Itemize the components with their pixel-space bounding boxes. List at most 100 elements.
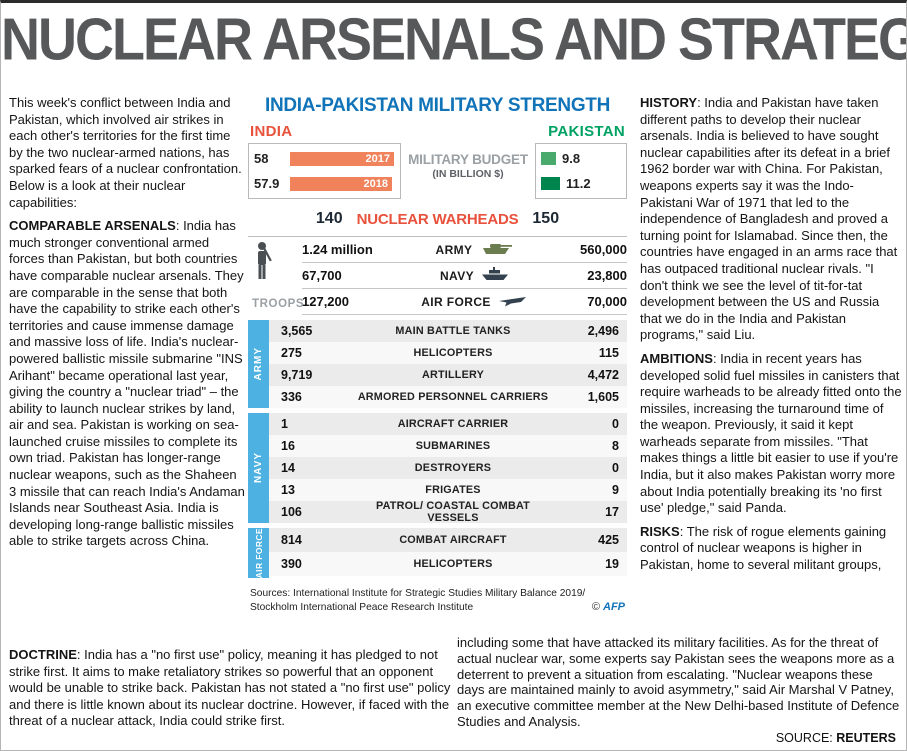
india-value: 9,719 (281, 368, 313, 382)
troops-table: TROOPS 1.24 million ARMY (248, 236, 627, 315)
air-force-rows: 814 COMBAT AIRCRAFT 425 390 HELICOPTERS … (269, 528, 627, 578)
nuclear-warheads-label: NUCLEAR WARHEADS (356, 210, 519, 228)
india-budget-box: 58 2017 57.9 2018 (248, 143, 401, 199)
page-title: NUCLEAR ARSENALS AND STRATEGIES (1, 6, 907, 73)
india-value: 14 (281, 461, 295, 475)
table-row: 275 HELICOPTERS 115 (269, 342, 627, 364)
risks-paragraph: RISKS: The risk of rogue elements gainin… (640, 524, 902, 574)
india-label: INDIA (250, 123, 293, 140)
air-force-section: AIR FORCE 814 COMBAT AIRCRAFT 425 390 HE… (248, 528, 627, 579)
pakistan-value: 0 (612, 417, 619, 431)
india-value: 16 (281, 439, 295, 453)
pakistan-budget-row-2017: 9.8 (541, 151, 621, 166)
soldier-icon (252, 241, 274, 288)
pakistan-value: 0 (612, 461, 619, 475)
india-value: 390 (281, 557, 302, 571)
table-row: 814 COMBAT AIRCRAFT 425 (269, 528, 627, 552)
ambitions-text: : India in recent years has developed so… (640, 350, 902, 516)
row-label: NAVY (388, 267, 561, 284)
source-label: SOURCE: (775, 731, 837, 745)
india-value: 13 (281, 483, 295, 497)
source-credit: SOURCE: REUTERS (776, 731, 896, 745)
navy-rows: 1 AIRCRAFT CARRIER 0 16 SUBMARINES 8 14 … (269, 413, 627, 524)
copyright-symbol: © (591, 600, 600, 613)
military-budget-label: MILITARY BUDGET (IN BILLION $) (403, 152, 533, 180)
army-section-band: ARMY (248, 320, 269, 408)
row-label: COMBAT AIRCRAFT (399, 534, 507, 546)
ambitions-paragraph: AMBITIONS: India in recent years has dev… (640, 351, 902, 517)
troops-label: TROOPS (252, 298, 305, 310)
risks-continued-paragraph: including some that have attacked its mi… (457, 635, 900, 729)
pakistan-value: 23,800 (587, 268, 627, 283)
table-row: 3,565 MAIN BATTLE TANKS 2,496 (269, 320, 627, 342)
navy-section-label: NAVY (253, 452, 264, 484)
pakistan-value: 2,496 (587, 324, 619, 338)
nuclear-warheads-row: 140 NUCLEAR WARHEADS 150 (248, 210, 627, 228)
pakistan-budget-2018-bar (541, 177, 560, 190)
table-row: 13 FRIGATES 9 (269, 479, 627, 501)
sources-block: Sources: International Institute for Str… (248, 587, 627, 614)
row-label: HELICOPTERS (413, 558, 493, 570)
military-budget-title: MILITARY BUDGET (408, 152, 528, 167)
india-value: 106 (281, 505, 302, 519)
india-value: 1.24 million (302, 242, 373, 257)
pakistan-value: 8 (612, 439, 619, 453)
pakistan-budget-row-2018: 11.2 (541, 176, 621, 191)
right-column: HISTORY: India and Pakistan have taken d… (640, 95, 902, 581)
india-value: 336 (281, 390, 302, 404)
troops-header: TROOPS (248, 237, 305, 315)
afp-credit: © AFP (592, 601, 625, 615)
pakistan-value: 115 (598, 346, 619, 360)
army-rows: 3,565 MAIN BATTLE TANKS 2,496 275 HELICO… (269, 320, 627, 408)
india-value: 3,565 (281, 324, 313, 338)
row-label: HELICOPTERS (413, 347, 493, 359)
table-row: 1.24 million ARMY 560,000 (302, 237, 627, 263)
row-label: ARTILLERY (422, 369, 484, 381)
india-value: 275 (281, 346, 302, 360)
table-row: 67,700 NAVY 23,800 (302, 263, 627, 289)
table-row: 16 SUBMARINES 8 (269, 435, 627, 457)
air-force-section-band: AIR FORCE (248, 528, 269, 579)
comparable-arsenals-label: COMPARABLE ARSENALS (9, 218, 176, 234)
pakistan-value: 17 (605, 505, 619, 519)
army-label: ARMY (435, 242, 473, 257)
army-section-label: ARMY (253, 347, 264, 381)
india-budget-2017-bar: 2017 (290, 151, 394, 166)
table-row: 336 ARMORED PERSONNEL CARRIERS 1,605 (269, 386, 627, 408)
pakistan-value: 1,605 (587, 390, 619, 404)
pakistan-value: 19 (605, 557, 619, 571)
pakistan-value: 4,472 (587, 368, 619, 382)
row-label: ARMORED PERSONNEL CARRIERS (357, 391, 549, 403)
military-strength-infographic: INDIA-PAKISTAN MILITARY STRENGTH INDIA P… (248, 95, 627, 614)
history-text: : India and Pakistan have taken differen… (640, 95, 898, 343)
country-labels-row: INDIA PAKISTAN (248, 123, 627, 140)
india-value: 814 (281, 533, 302, 547)
table-row: 106 PATROL/ COASTAL COMBAT VESSELS 17 (269, 500, 627, 524)
navy-section-band: NAVY (248, 413, 269, 523)
sources-line-2: Stockholm International Peace Research I… (250, 601, 474, 613)
left-column: This week's conflict between India and P… (9, 95, 245, 557)
pakistan-value: 560,000 (580, 242, 627, 257)
navy-section: NAVY 1 AIRCRAFT CARRIER 0 16 SUBMARINES … (248, 413, 627, 524)
navy-label: NAVY (439, 268, 475, 283)
pakistan-budget-2017-value: 9.8 (562, 151, 581, 166)
ship-icon (481, 267, 509, 284)
table-row: 14 DESTROYERS 0 (269, 457, 627, 479)
row-label: DESTROYERS (414, 462, 492, 474)
india-budget-row-2017: 58 2017 (254, 151, 395, 166)
india-budget-row-2018: 57.9 2018 (254, 176, 395, 191)
row-label: MAIN BATTLE TANKS (395, 325, 511, 337)
table-row: 9,719 ARTILLERY 4,472 (269, 364, 627, 386)
doctrine-label: DOCTRINE (9, 647, 77, 662)
pakistan-warheads-count: 150 (532, 210, 560, 227)
pakistan-value: 70,000 (587, 294, 627, 309)
row-label: AIR FORCE (388, 294, 561, 310)
comparable-arsenals-paragraph: COMPARABLE ARSENALS: India has much stro… (9, 218, 245, 550)
pakistan-value: 425 (598, 533, 619, 547)
ambitions-label: AMBITIONS (640, 350, 713, 366)
india-warheads-count: 140 (315, 210, 343, 227)
row-label: AIRCRAFT CARRIER (397, 418, 509, 430)
source-value: REUTERS (836, 731, 896, 745)
india-value: 127,200 (302, 294, 349, 309)
